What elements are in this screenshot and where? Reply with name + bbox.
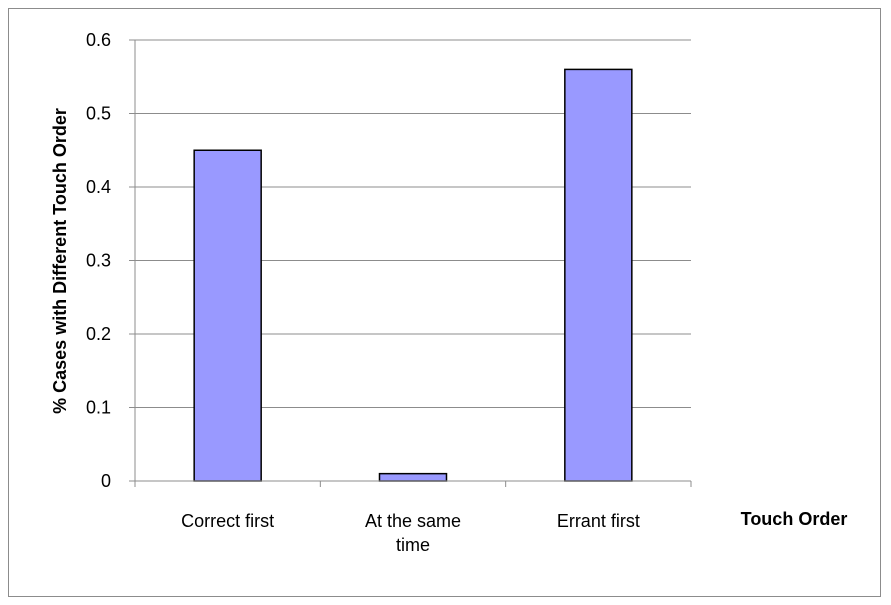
y-axis-title: % Cases with Different Touch Order <box>50 108 70 414</box>
y-tick-label: 0.5 <box>86 104 111 124</box>
x-axis-title: Touch Order <box>741 509 848 529</box>
x-category-label: Errant first <box>557 511 640 531</box>
y-tick-label: 0.6 <box>86 30 111 50</box>
labels: 0 0.1 0.2 0.3 0.4 0.5 0.6 Correct first At the s… <box>86 30 640 555</box>
bar <box>378 472 448 482</box>
x-category-label: At the same time <box>365 511 461 555</box>
bar <box>564 68 633 482</box>
y-tick-label: 0.1 <box>86 398 111 418</box>
chart-area <box>8 8 881 597</box>
bars <box>193 68 633 482</box>
bar <box>193 149 262 482</box>
axes <box>129 39 692 487</box>
y-tick-label: 0.3 <box>86 251 111 271</box>
y-tick-label: 0.4 <box>86 177 111 197</box>
x-category-label: Correct first <box>181 511 274 531</box>
y-tick-label: 0.2 <box>86 324 111 344</box>
y-tick-label: 0 <box>101 471 111 491</box>
